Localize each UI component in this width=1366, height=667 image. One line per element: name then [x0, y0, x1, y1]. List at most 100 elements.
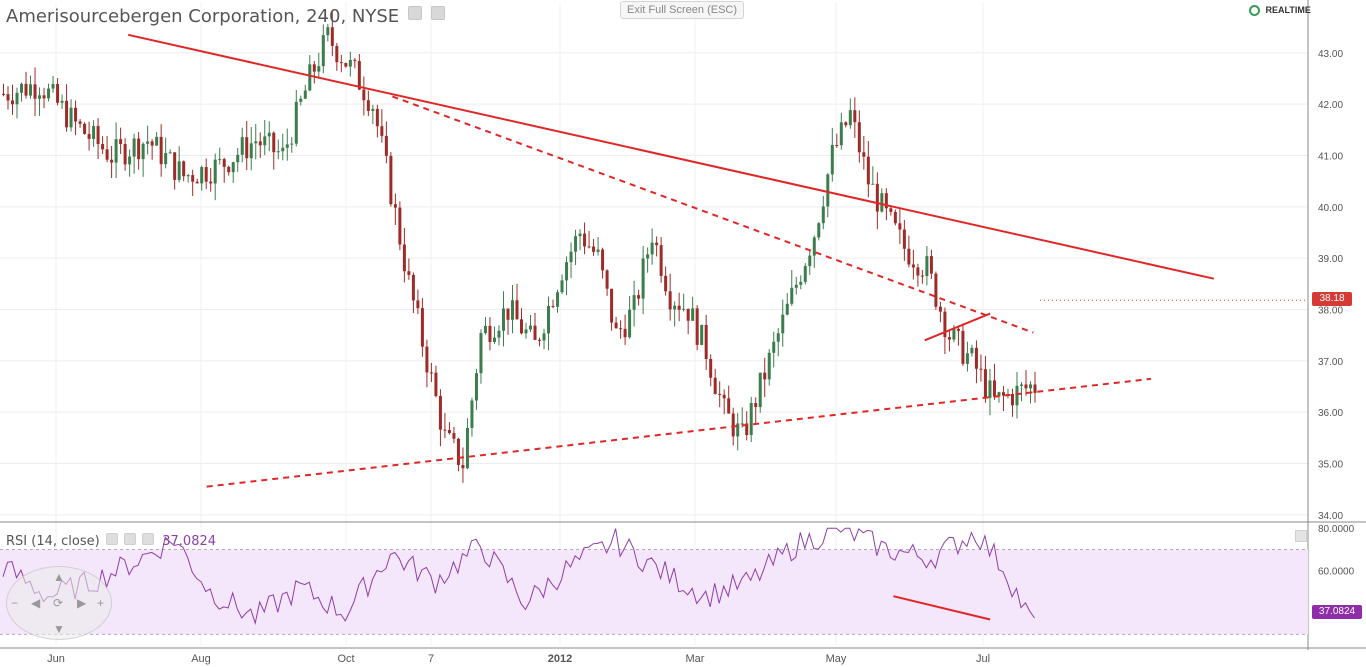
candle-body [623, 328, 627, 338]
candle-body [578, 233, 582, 237]
candle-body [411, 274, 415, 301]
candle-body [740, 423, 744, 425]
candle-body [1028, 384, 1032, 389]
candle-body [506, 308, 510, 320]
candle-body [114, 139, 118, 163]
trendline [127, 33, 1215, 280]
settings-icon[interactable] [123, 533, 136, 545]
candle-body [542, 333, 546, 341]
candle-body [335, 45, 339, 63]
panel-maximize-button[interactable] [1295, 530, 1307, 542]
navigation-wheel[interactable]: ▲ ▼ − + ◀ ▶ ⟳ [6, 566, 112, 640]
candle-body [952, 328, 956, 340]
eye-icon[interactable] [105, 533, 118, 545]
candle-body [934, 273, 938, 307]
candle-body [664, 275, 668, 292]
pan-down-icon[interactable]: ▼ [53, 622, 65, 636]
candle-body [168, 152, 172, 154]
candle-body [569, 251, 573, 263]
candle-body [974, 347, 978, 369]
pan-left-icon[interactable]: ◀ [31, 596, 41, 610]
candle-body [285, 144, 289, 148]
candle-body [767, 352, 771, 380]
candle-body [929, 256, 933, 274]
candle-body [344, 63, 348, 67]
rsi-trendline [893, 595, 991, 621]
candle-body [47, 88, 51, 99]
candle-body [704, 324, 708, 359]
candle-body [488, 325, 492, 343]
candle-body [1010, 394, 1014, 406]
realtime-indicator: REALTIME [1249, 5, 1311, 17]
candle-body [970, 347, 974, 354]
candle-body [727, 398, 731, 414]
time-tick-label: Aug [191, 653, 211, 665]
candle-body [605, 270, 609, 289]
candle-body [78, 121, 82, 124]
candle-body [438, 395, 442, 430]
zoom-out-icon[interactable]: − [11, 596, 19, 610]
time-tick-label: Oct [337, 653, 354, 665]
candle-body [366, 100, 370, 111]
price-tick-label: 41.00 [1318, 151, 1343, 162]
candle-body [110, 159, 114, 163]
candle-body [492, 337, 496, 343]
eye-icon[interactable] [407, 6, 422, 20]
reset-icon[interactable]: ⟳ [53, 596, 64, 610]
candle-body [695, 308, 699, 345]
candle-body [632, 295, 636, 310]
candle-body [862, 152, 866, 157]
candle-body [776, 333, 780, 342]
candle-body [56, 84, 60, 103]
candle-body [204, 167, 208, 182]
pan-up-icon[interactable]: ▲ [53, 570, 65, 584]
settings-icon[interactable] [430, 6, 445, 20]
candle-body [686, 308, 690, 321]
candle-body [772, 341, 776, 353]
candle-body [348, 59, 352, 67]
candle-body [371, 108, 375, 111]
candle-body [821, 206, 825, 224]
candle-body [610, 288, 614, 323]
price-tick-label: 40.00 [1318, 203, 1343, 214]
candle-body [763, 372, 767, 380]
candle-body [60, 100, 64, 103]
close-icon[interactable] [142, 533, 155, 545]
candle-body [655, 242, 659, 246]
candle-body [474, 373, 478, 401]
rsi-legend: RSI (14, close) 37.0824 [6, 533, 216, 549]
candle-body [781, 314, 785, 334]
candle-body [677, 305, 681, 310]
candle-body [465, 427, 469, 469]
price-tick-label: 35.00 [1318, 460, 1343, 471]
candle-body [24, 83, 28, 96]
candle-body [538, 339, 542, 341]
candle-body [407, 271, 411, 275]
candle-body [164, 153, 168, 165]
rsi-value: 37.0824 [162, 534, 217, 549]
candle-body [646, 254, 650, 259]
candle-body [601, 249, 605, 271]
candle-body [587, 246, 591, 248]
exit-full-screen-button[interactable]: Exit Full Screen (ESC) [620, 1, 745, 19]
pan-right-icon[interactable]: ▶ [77, 596, 87, 610]
candle-body [222, 159, 226, 167]
candle-body [938, 306, 942, 312]
candle-body [574, 236, 578, 252]
candle-body [596, 249, 600, 252]
candle-body [128, 156, 132, 165]
candle-body [362, 89, 366, 101]
rsi-label-text: RSI (14, close) [6, 534, 100, 549]
candle-body [15, 92, 19, 105]
candle-body [510, 300, 514, 320]
candle-body [384, 135, 388, 156]
candle-body [907, 248, 911, 265]
candle-body [182, 161, 186, 177]
zoom-in-icon[interactable]: + [97, 596, 105, 610]
candle-body [308, 64, 312, 91]
candle-body [119, 139, 123, 145]
candle-body [375, 108, 379, 127]
candle-body [920, 275, 924, 277]
candle-body [857, 122, 861, 153]
